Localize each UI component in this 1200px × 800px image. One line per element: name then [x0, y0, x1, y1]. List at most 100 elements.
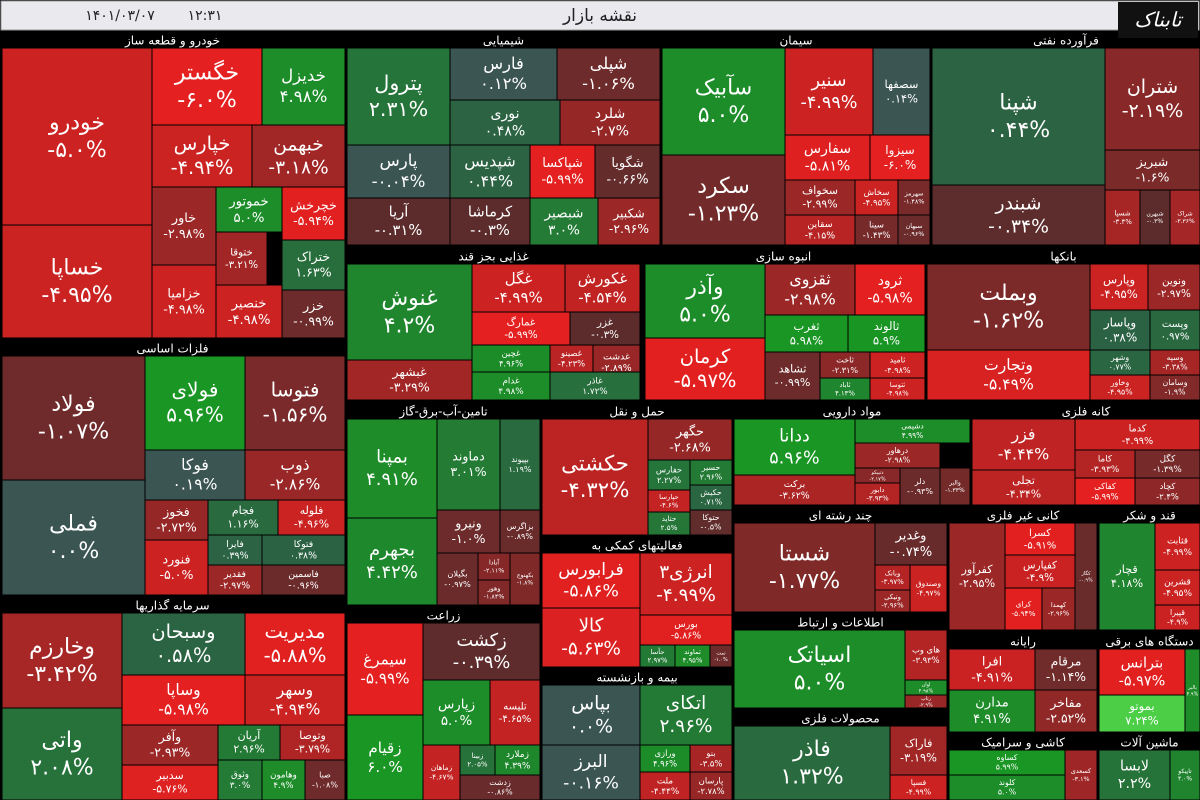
tile-symbol: فخوز: [162, 504, 190, 520]
tile-change: -۴.۹%: [1026, 572, 1054, 584]
sector-name: کانی غیر فلزی: [987, 509, 1060, 524]
sector-header: [949, 507, 1097, 523]
tile-symbol: بگیلان: [447, 569, 467, 579]
sector-header: [734, 403, 970, 419]
tile: [948, 749, 1066, 776]
tile: [1098, 694, 1186, 733]
tile-change: -۲.۹۶%: [881, 601, 904, 609]
sector-header: [734, 614, 947, 630]
tile: [1169, 749, 1200, 800]
tile: [1147, 263, 1200, 311]
tile-change: -۳.۱%: [1072, 775, 1089, 783]
tile: [509, 552, 541, 606]
tile-change: ۵.۹۶%: [166, 403, 224, 427]
tile-change: -۵.۰%: [159, 567, 193, 582]
tile-symbol: سنیر: [810, 71, 846, 91]
tile-symbol: حپارسا: [659, 493, 679, 501]
sector-header: [734, 507, 947, 523]
tile-change: -۵.۹۷%: [1119, 673, 1166, 689]
tile-change: ۲.۹۶%: [700, 473, 722, 482]
tile-symbol: سخاش: [864, 188, 890, 198]
tile-symbol: شکبیر: [612, 206, 645, 222]
tile-change: ۰.۱۴%: [885, 91, 918, 105]
tile: [854, 214, 899, 246]
tile-symbol: سصفها: [885, 77, 919, 91]
tile-symbol: وهور: [487, 585, 501, 593]
tile-change: -۴.۹۹%: [906, 788, 931, 797]
tile-change: -۲.۱۱%: [484, 567, 505, 575]
tile-change: -۵.۹۹%: [541, 172, 583, 187]
tile-change: ۴.۹۸%: [919, 688, 934, 694]
tile: [144, 539, 209, 596]
logo: تابناک: [1134, 8, 1184, 32]
tile-symbol: ملت: [657, 776, 674, 786]
tile-change: ۶.۰%: [367, 758, 403, 776]
tile-symbol: مفاخر: [1049, 695, 1081, 711]
tile-change: -۴.۴۴%: [998, 444, 1050, 463]
tile-change: -۳.۹۳%: [1091, 465, 1120, 475]
tile: [733, 629, 906, 709]
tile-symbol: شپاکسا: [542, 156, 583, 171]
tile: [449, 197, 531, 246]
tile-symbol: فاذر: [792, 737, 831, 762]
tile-symbol: تاپیکو: [1177, 768, 1192, 775]
tile: [436, 552, 479, 606]
tile: [661, 47, 786, 156]
tile: [494, 744, 541, 776]
tile-change: -۴.۶۵%: [499, 714, 531, 725]
tile-change: ۲.۳۱%: [369, 97, 428, 121]
tile-symbol: تجلی: [1012, 474, 1035, 487]
tiles: خودرو و قطعه ساز خودرو -۵.۰% خساپا -۴.۹۵% خگس…: [0, 32, 1200, 800]
tile-change: -۰.۷۴%: [890, 545, 932, 560]
tile-symbol: والبر: [948, 479, 961, 486]
tile-change: -۴.۹۱%: [971, 670, 1012, 685]
tile-change: -۲.۹۷%: [1157, 288, 1191, 300]
tile: [281, 289, 346, 339]
tile-change: -۲.۹۶%: [609, 221, 649, 236]
tile-change: ۴.۹%: [273, 781, 293, 791]
tile-change: -۲.۱۷%: [869, 476, 885, 482]
tile-symbol: خگستر: [174, 59, 239, 85]
tile-change: -۲.۹۸%: [163, 227, 204, 242]
tile-symbol: ثالوند: [874, 319, 900, 334]
tile: [244, 449, 346, 501]
tile-symbol: ختوقا: [230, 247, 253, 258]
tile-change: ۵.۹۶%: [769, 448, 819, 468]
tile-symbol: کاما: [1098, 454, 1113, 464]
tile-change: -۳.۱۸%: [268, 158, 328, 179]
tile-symbol: ورازی: [654, 748, 675, 758]
tile-symbol: ثشاهد: [779, 362, 807, 375]
tile-change: -۲.۹۹%: [802, 198, 837, 211]
tile-symbol: قثابت: [1167, 537, 1188, 547]
sector-name: غذایی بجز قند: [458, 250, 528, 265]
sector-header: [0, 340, 345, 356]
tile-symbol: سیمرغ: [363, 650, 407, 668]
tile: [889, 725, 948, 776]
tile: [121, 764, 219, 800]
tile-symbol: بترانس: [1121, 655, 1164, 671]
tile-change: -۱.۰۷%: [38, 419, 109, 444]
tile-symbol: سهرمز: [904, 190, 924, 198]
tile-change: ۴.۲%: [384, 313, 436, 338]
tile: [541, 607, 641, 668]
tile-symbol: ونوین: [1162, 275, 1186, 287]
tile: [1004, 522, 1076, 556]
tile-change: ۳.۰۱%: [450, 464, 486, 479]
tile: [764, 314, 849, 353]
tile-symbol: فملی: [49, 511, 98, 536]
tile-symbol: ثتوسا: [890, 381, 906, 389]
tile: [1034, 689, 1098, 733]
tile: [847, 314, 926, 353]
tile-symbol: وخاور: [1110, 378, 1130, 387]
tile-change: -۴.۹۹%: [656, 585, 716, 606]
sector-header: [347, 607, 540, 623]
tile-symbol: حسیر: [701, 463, 721, 472]
tile: [904, 694, 948, 709]
tile-change: -۶.۰%: [884, 158, 916, 172]
tile-symbol: وپارس: [1103, 273, 1135, 288]
tile-symbol: ثاباد: [839, 381, 850, 389]
tile-change: -۱.۰%: [714, 657, 728, 663]
tile-change: -۳.۱۹%: [900, 750, 937, 764]
tile-change: ۴.۰%: [1178, 775, 1192, 782]
tile-symbol: وتوصا: [299, 729, 325, 742]
